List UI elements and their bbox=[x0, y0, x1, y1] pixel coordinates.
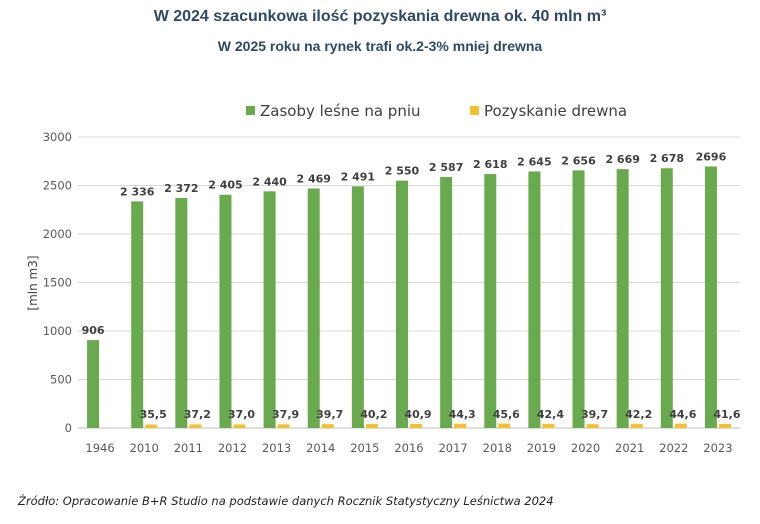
data-label-stock: 2 469 bbox=[297, 173, 331, 186]
x-tick-label: 2014 bbox=[306, 441, 335, 455]
data-label-harvest: 37,0 bbox=[228, 408, 255, 421]
bar-harvest bbox=[586, 424, 599, 428]
data-label-harvest: 40,9 bbox=[404, 408, 431, 421]
gridlines bbox=[78, 136, 740, 429]
data-label-stock: 2 587 bbox=[429, 161, 463, 174]
bar-harvest bbox=[630, 423, 643, 428]
bar-stock bbox=[175, 197, 188, 428]
bar-harvest bbox=[410, 424, 422, 428]
data-label-harvest: 37,2 bbox=[184, 408, 211, 421]
bar-stock bbox=[131, 201, 144, 428]
bars bbox=[87, 166, 731, 429]
data-label-stock: 2 440 bbox=[252, 175, 287, 188]
bar-harvest bbox=[365, 424, 378, 428]
data-label-stock: 2 550 bbox=[385, 165, 420, 178]
x-tick-label: 2012 bbox=[218, 441, 247, 455]
x-tick-label: 2013 bbox=[262, 441, 291, 455]
bar-harvest bbox=[277, 424, 290, 428]
legend-label: Pozyskanie drewna bbox=[484, 102, 627, 120]
bar-stock bbox=[440, 177, 453, 428]
y-tick-label: 3000 bbox=[43, 130, 72, 144]
data-label-harvest: 42,4 bbox=[537, 408, 564, 421]
data-label-stock: 2 645 bbox=[517, 155, 551, 168]
x-tick-label: 2010 bbox=[130, 441, 159, 455]
bar-stock bbox=[484, 174, 497, 428]
data-label-harvest: 44,3 bbox=[449, 408, 476, 421]
y-axis-ticks: 0 500 1000 1500 2000 2500 3000 bbox=[43, 130, 72, 435]
y-tick-label: 0 bbox=[65, 421, 72, 435]
x-tick-label: 2021 bbox=[615, 441, 644, 455]
legend-label: Zasoby leśne na pniu bbox=[260, 102, 421, 120]
data-label-harvest: 41,6 bbox=[713, 408, 740, 421]
x-tick-label: 2015 bbox=[350, 441, 379, 455]
bar-stock bbox=[307, 188, 320, 428]
data-label-harvest: 39,7 bbox=[316, 408, 343, 421]
bar-stock bbox=[572, 170, 585, 429]
y-tick-label: 2000 bbox=[43, 227, 72, 241]
data-label-stock: 2 618 bbox=[473, 158, 507, 171]
data-labels: 906 2 336 35,5 2 372 37,2 2 405 37,0 2 440 37,9 2… bbox=[82, 150, 741, 421]
data-label-harvest: 40,2 bbox=[360, 408, 387, 421]
bar-stock bbox=[396, 180, 408, 428]
x-tick-label: 2017 bbox=[438, 441, 467, 455]
data-label-stock: 2 405 bbox=[208, 179, 242, 192]
chart-subtitle: W 2025 roku na rynek trafi ok.2-3% mniej… bbox=[217, 38, 543, 54]
bar-stock bbox=[704, 166, 717, 428]
bar-stock bbox=[660, 168, 673, 428]
bar-harvest bbox=[498, 423, 511, 428]
x-tick-label: 1946 bbox=[85, 441, 114, 455]
data-label-stock: 906 bbox=[82, 324, 105, 337]
data-label-stock: 2 372 bbox=[164, 182, 198, 195]
data-label-stock: 2696 bbox=[696, 150, 727, 163]
x-tick-label: 2016 bbox=[394, 441, 423, 455]
x-tick-label: 2023 bbox=[703, 441, 732, 455]
legend-swatch bbox=[470, 106, 479, 115]
bar-stock bbox=[219, 194, 232, 428]
legend: Zasoby leśne na pniu Pozyskanie drewna bbox=[246, 102, 627, 120]
x-tick-label: 2011 bbox=[174, 441, 203, 455]
y-tick-label: 500 bbox=[50, 373, 72, 387]
bar-harvest bbox=[454, 423, 467, 428]
x-tick-label: 2019 bbox=[527, 441, 556, 455]
x-tick-label: 2020 bbox=[571, 441, 600, 455]
data-label-stock: 2 491 bbox=[341, 170, 375, 183]
y-axis-label: [mln m3] bbox=[26, 255, 40, 310]
y-tick-label: 1500 bbox=[43, 276, 72, 290]
y-tick-label: 1000 bbox=[43, 324, 72, 338]
data-label-harvest: 44,6 bbox=[669, 408, 696, 421]
data-label-harvest: 37,9 bbox=[272, 408, 299, 421]
bar-harvest bbox=[321, 424, 334, 428]
bar-stock bbox=[616, 169, 629, 428]
data-label-stock: 2 678 bbox=[650, 152, 684, 165]
data-label-stock: 2 669 bbox=[605, 153, 639, 166]
x-tick-label: 2018 bbox=[483, 441, 512, 455]
y-tick-label: 2500 bbox=[43, 179, 72, 193]
data-label-stock: 2 656 bbox=[561, 154, 596, 167]
bar-stock bbox=[263, 191, 276, 428]
bar-stock bbox=[351, 186, 364, 428]
legend-swatch bbox=[246, 106, 255, 115]
bar-chart: Zasoby leśne na pniu Pozyskanie drewna 0 5… bbox=[26, 102, 741, 455]
x-tick-label: 2022 bbox=[659, 441, 688, 455]
data-label-stock: 2 336 bbox=[120, 185, 155, 198]
bar-harvest bbox=[542, 423, 555, 428]
bar-harvest bbox=[189, 424, 202, 428]
data-label-harvest: 35,5 bbox=[140, 408, 167, 421]
bar-harvest bbox=[233, 424, 246, 428]
bar-stock bbox=[528, 171, 541, 428]
x-axis-ticks: 1946 2010 2011 2012 2013 2014 2015 2016 2017 2018… bbox=[85, 441, 732, 455]
source-note: Źródło: Opracowanie B+R Studio na podsta… bbox=[18, 494, 554, 508]
data-label-harvest: 45,6 bbox=[493, 408, 520, 421]
bar-harvest bbox=[718, 423, 731, 428]
data-label-harvest: 42,2 bbox=[625, 408, 652, 421]
bar-harvest bbox=[145, 424, 158, 428]
chart-title: W 2024 szacunkowa ilość pozyskania drewn… bbox=[153, 8, 607, 25]
data-label-harvest: 39,7 bbox=[581, 408, 608, 421]
bar-harvest bbox=[674, 423, 687, 428]
bar-stock bbox=[87, 340, 100, 428]
